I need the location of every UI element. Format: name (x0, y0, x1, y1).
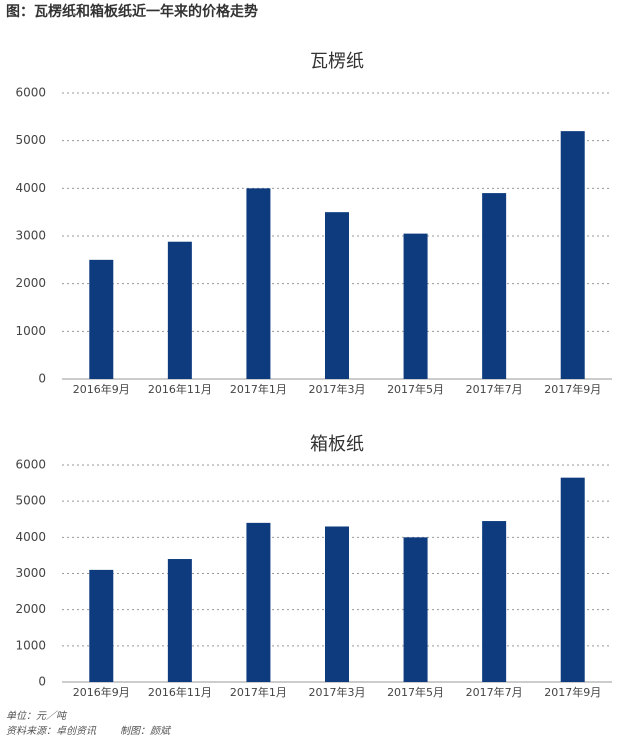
x-tick-label: 2016年9月 (73, 382, 130, 396)
chart-title: 箱板纸 (310, 434, 364, 455)
y-tick-label: 6000 (15, 86, 46, 100)
author-note: 制图：颜斌 (120, 725, 172, 737)
x-tick-label: 2017年5月 (387, 382, 444, 396)
bar (89, 569, 114, 682)
y-tick-label: 0 (38, 675, 46, 689)
x-tick-label: 2017年1月 (230, 382, 287, 396)
bar (560, 131, 585, 379)
y-tick-label: 4000 (15, 530, 46, 544)
x-tick-label: 2017年3月 (309, 685, 366, 699)
bar (246, 522, 271, 682)
y-tick-label: 1000 (15, 638, 46, 652)
bar (167, 241, 192, 379)
x-tick-label: 2017年1月 (230, 685, 287, 699)
y-tick-label: 2000 (15, 276, 46, 290)
x-tick-label: 2017年5月 (387, 685, 444, 699)
x-tick-label: 2017年7月 (466, 382, 523, 396)
x-tick-label: 2016年9月 (73, 685, 130, 699)
y-tick-label: 3000 (15, 229, 46, 243)
x-tick-label: 2017年9月 (544, 382, 601, 396)
bar (560, 477, 585, 682)
bar (325, 212, 349, 379)
y-tick-label: 0 (38, 372, 46, 386)
y-tick-label: 6000 (15, 458, 46, 472)
bar (482, 193, 507, 379)
bar (403, 537, 428, 682)
y-tick-label: 5000 (15, 133, 46, 147)
y-tick-label: 1000 (15, 324, 46, 338)
bar (89, 259, 114, 379)
bar (403, 233, 428, 379)
unit-note: 单位：元／吨 (6, 710, 68, 722)
y-tick-label: 4000 (15, 181, 46, 195)
bar (167, 559, 192, 682)
x-tick-label: 2017年3月 (309, 382, 366, 396)
x-tick-label: 2017年7月 (466, 685, 523, 699)
y-tick-label: 3000 (15, 566, 46, 580)
bar (482, 521, 507, 682)
chart-title: 瓦楞纸 (310, 51, 364, 72)
bar (246, 188, 271, 379)
source-note: 资料来源：卓创资讯 (6, 725, 97, 737)
y-tick-label: 5000 (15, 494, 46, 508)
x-tick-label: 2016年11月 (148, 382, 212, 396)
page-title: 图：瓦楞纸和箱板纸近一年来的价格走势 (6, 3, 258, 20)
y-tick-label: 2000 (15, 602, 46, 616)
bar (325, 526, 349, 682)
x-tick-label: 2017年9月 (544, 685, 601, 699)
x-tick-label: 2016年11月 (148, 685, 212, 699)
